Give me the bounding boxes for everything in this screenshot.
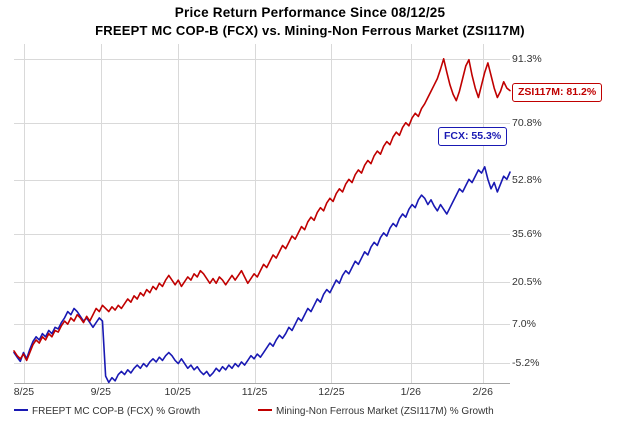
gridline-vertical	[23, 44, 25, 384]
x-tick-label: 8/25	[13, 386, 35, 398]
x-axis-tick-labels: 8/25 9/25 10/25 11/25 12/25 1/26 2/26	[14, 386, 510, 402]
y-axis-tick-labels: -5.2% 7.0% 20.5% 35.6% 52.8% 70.8% 91.3%	[512, 44, 572, 384]
gridline-vertical	[100, 44, 102, 384]
legend-item: FREEPT MC COP-B (FCX) % Growth	[14, 406, 200, 417]
gridline-horizontal	[14, 180, 510, 181]
legend-swatch	[258, 409, 272, 412]
x-tick-label: 1/26	[400, 386, 422, 398]
callout-zsi117m: ZSI117M: 81.2%	[512, 82, 603, 102]
chart-header: Price Return Performance Since 08/12/25 …	[0, 4, 620, 39]
series-line	[13, 165, 511, 384]
y-tick-label: 7.0%	[512, 318, 536, 331]
series-lines	[13, 58, 511, 384]
gridline-vertical	[177, 44, 179, 384]
plot-area	[13, 44, 511, 384]
gridline-horizontal	[14, 234, 510, 236]
legend-item: Mining-Non Ferrous Market (ZSI117M) % Gr…	[258, 406, 494, 417]
gridline-horizontal	[14, 362, 510, 364]
legend-label: FREEPT MC COP-B (FCX) % Growth	[32, 406, 201, 417]
gridline-vertical	[331, 44, 333, 384]
y-tick-label: 35.6%	[512, 228, 542, 241]
x-tick-label: 9/25	[90, 386, 112, 398]
y-tick-label: 70.8%	[512, 117, 542, 130]
chart-subtitle: FREEPT MC COP-B (FCX) vs. Mining-Non Fer…	[95, 23, 525, 38]
legend-swatch	[14, 409, 28, 412]
y-tick-label: 20.5%	[512, 275, 542, 288]
gridline-horizontal	[14, 58, 510, 60]
gridline-horizontal	[14, 123, 510, 125]
x-tick-label: 10/25	[164, 386, 191, 398]
chart-legend: FREEPT MC COP-B (FCX) % Growth Mining-Non…	[0, 406, 620, 426]
series-line	[13, 58, 511, 362]
callout-fcx: FCX: 55.3%	[438, 127, 508, 147]
gridline-vertical	[482, 44, 484, 384]
gridline-horizontal	[14, 281, 510, 283]
gridline-horizontal	[14, 324, 510, 326]
x-tick-label: 2/26	[472, 386, 493, 398]
legend-label: Mining-Non Ferrous Market (ZSI117M) % Gr…	[276, 406, 494, 417]
gridline-vertical	[254, 44, 256, 384]
gridline-vertical	[410, 44, 412, 384]
x-tick-label: 11/25	[241, 386, 268, 398]
y-tick-label: -5.2%	[512, 356, 540, 369]
y-tick-label: 52.8%	[512, 174, 542, 186]
x-axis-line	[14, 383, 510, 384]
x-tick-label: 12/25	[318, 386, 345, 398]
y-tick-label: 91.3%	[512, 52, 542, 65]
page-title: Price Return Performance Since 08/12/25	[174, 5, 446, 20]
